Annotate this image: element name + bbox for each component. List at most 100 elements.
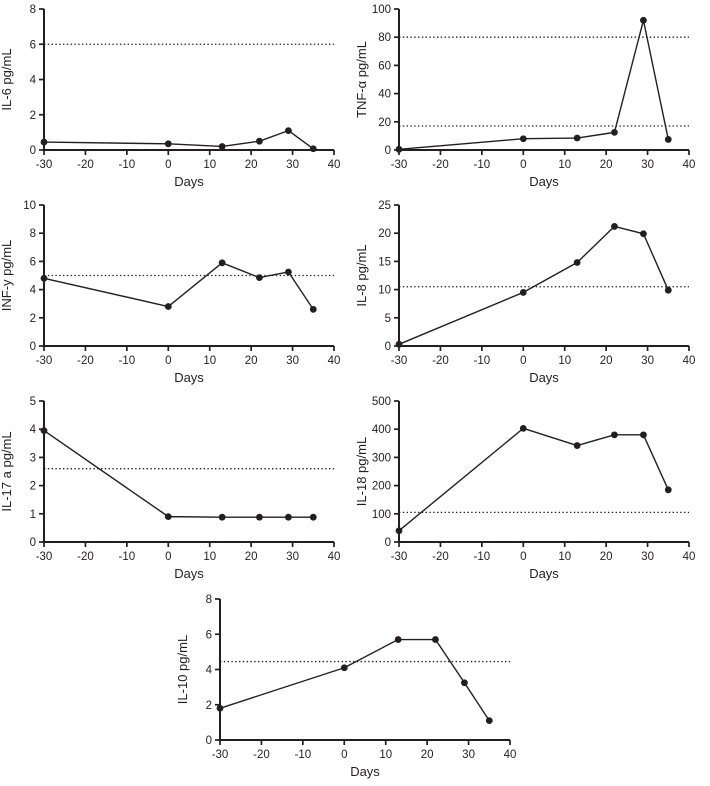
il-8-chart-svg: -30 -20 -10 0 10 20 30 40 0 5 10 15 20 25 Days IL-8 pg/… <box>355 200 695 385</box>
x-tick-label: 10 <box>203 159 216 171</box>
data-point <box>519 424 527 432</box>
tnf-alpha-chart-svg: -30 -20 -10 0 10 20 30 40 0 20 40 60 80 100 Days TNF-α … <box>355 4 696 189</box>
x-tick-label: 10 <box>558 355 571 367</box>
data-point <box>164 140 172 148</box>
y-tick-label: 300 <box>372 452 391 464</box>
x-tick-label: 30 <box>286 355 299 367</box>
data-point <box>611 223 618 230</box>
y-tick-label: 60 <box>378 60 391 72</box>
x-tick-label: -30 <box>391 159 408 171</box>
y-tick-label: 2 <box>206 700 212 712</box>
x-tick-label: 20 <box>600 355 613 367</box>
y-tick-label: 0 <box>30 537 36 549</box>
y-tick-label: 6 <box>206 629 212 641</box>
x-tick-label: 0 <box>165 159 171 171</box>
x-tick-label: 0 <box>165 551 171 563</box>
x-tick-label: -30 <box>212 749 229 761</box>
y-tick-label: 0 <box>206 735 212 747</box>
data-point <box>40 138 48 146</box>
data-point <box>519 135 527 143</box>
il-6-chart-svg: -30 -20 -10 0 10 20 30 40 0 2 4 6 8 Days IL-6 pg/mL <box>0 4 340 189</box>
data-point <box>461 679 468 687</box>
data-point <box>394 636 402 643</box>
x-tick-label: 10 <box>558 159 571 171</box>
x-axis-label: Days <box>529 174 559 189</box>
data-line <box>398 427 669 532</box>
x-tick-label: 0 <box>520 159 526 171</box>
x-tick-label: 40 <box>683 159 696 171</box>
y-tick-label: 3 <box>30 452 36 464</box>
y-tick-label: 10 <box>378 285 391 297</box>
data-point <box>256 513 263 521</box>
y-tick-label: 0 <box>385 341 391 353</box>
x-tick-label: -10 <box>474 159 491 171</box>
data-point <box>40 427 48 435</box>
x-tick-label: 0 <box>165 355 171 367</box>
chart-row-1: -30 -20 -10 0 10 20 30 40 0 2 4 6 8 Days IL-6 pg/mL -3… <box>0 0 710 196</box>
x-axis-label: Days <box>529 566 559 581</box>
data-point <box>395 340 403 348</box>
y-tick-label: 0 <box>385 145 391 157</box>
x-tick-label: -30 <box>391 355 408 367</box>
x-tick-label: 40 <box>328 551 341 563</box>
chart-inf-y: -30 -20 -10 0 10 20 30 40 0 2 4 6 8 10 Days INF-y pg/mL <box>0 196 355 392</box>
y-tick-label: 40 <box>378 89 391 101</box>
x-axis-label: Days <box>174 370 204 385</box>
x-tick-label: 30 <box>286 159 299 171</box>
data-point <box>218 259 226 267</box>
data-line <box>43 430 314 518</box>
data-point <box>285 127 292 135</box>
y-tick-label: 80 <box>378 32 391 44</box>
y-tick-label: 0 <box>385 537 391 549</box>
data-point <box>640 230 647 238</box>
chart-tnf-alpha: -30 -20 -10 0 10 20 30 40 0 20 40 60 80 100 Days TNF-α … <box>355 0 710 196</box>
data-point <box>309 305 317 313</box>
x-axis-label: Days <box>174 566 204 581</box>
x-tick-label: -20 <box>432 355 449 367</box>
x-tick-label: -30 <box>36 355 53 367</box>
y-tick-label: 4 <box>30 424 37 436</box>
x-tick-label: -10 <box>119 159 136 171</box>
x-tick-label: -20 <box>432 551 449 563</box>
x-axis-label: Days <box>350 764 380 779</box>
x-tick-label: 40 <box>328 355 341 367</box>
data-point <box>256 137 263 145</box>
y-tick-label: 500 <box>372 396 391 408</box>
data-point <box>309 145 317 153</box>
y-tick-label: 4 <box>206 665 213 677</box>
x-tick-label: -10 <box>119 355 136 367</box>
y-tick-label: 25 <box>378 200 391 212</box>
x-tick-label: -20 <box>77 355 94 367</box>
y-tick-label: 2 <box>30 313 36 325</box>
x-tick-label: 20 <box>245 355 258 367</box>
data-point <box>640 16 647 24</box>
x-tick-label: -30 <box>36 551 53 563</box>
y-tick-label: 100 <box>372 4 391 16</box>
chart-il-8: -30 -20 -10 0 10 20 30 40 0 5 10 15 20 25 Days IL-8 pg/… <box>355 196 710 392</box>
y-tick-label: 5 <box>30 396 36 408</box>
y-tick-label: 20 <box>378 228 391 240</box>
x-tick-label: 10 <box>203 551 216 563</box>
data-point <box>395 145 403 153</box>
y-axis-label: INF-y pg/mL <box>0 240 14 312</box>
x-axis-label: Days <box>529 370 559 385</box>
il-18-chart-svg: -30 -20 -10 0 10 20 30 400100200300400500DaysIL… <box>355 396 695 581</box>
data-point <box>640 431 647 439</box>
y-tick-label: 8 <box>30 4 36 16</box>
inf-y-chart-svg: -30 -20 -10 0 10 20 30 40 0 2 4 6 8 10 Days INF-y pg/mL <box>0 200 341 385</box>
y-tick-label: 0 <box>30 145 36 157</box>
data-point <box>664 486 672 494</box>
chart-il-18: -30 -20 -10 0 10 20 30 40 0 100 200 300 400 500 Days IL… <box>355 392 710 588</box>
y-tick-label: 6 <box>30 256 36 268</box>
y-tick-label: 6 <box>30 39 36 51</box>
y-tick-label: 10 <box>23 200 36 212</box>
x-tick-label: -10 <box>474 551 491 563</box>
x-tick-label: 20 <box>600 159 613 171</box>
x-tick-label: 30 <box>641 551 654 563</box>
x-tick-label: 10 <box>558 551 571 563</box>
il-10-chart-svg: -30 -20 -10 0 10 20 30 40 0 2 4 6 8 Days IL-10 pg/mL <box>176 594 516 779</box>
x-tick-label: 30 <box>462 749 475 761</box>
data-point <box>309 513 317 521</box>
x-tick-label: -10 <box>295 749 312 761</box>
